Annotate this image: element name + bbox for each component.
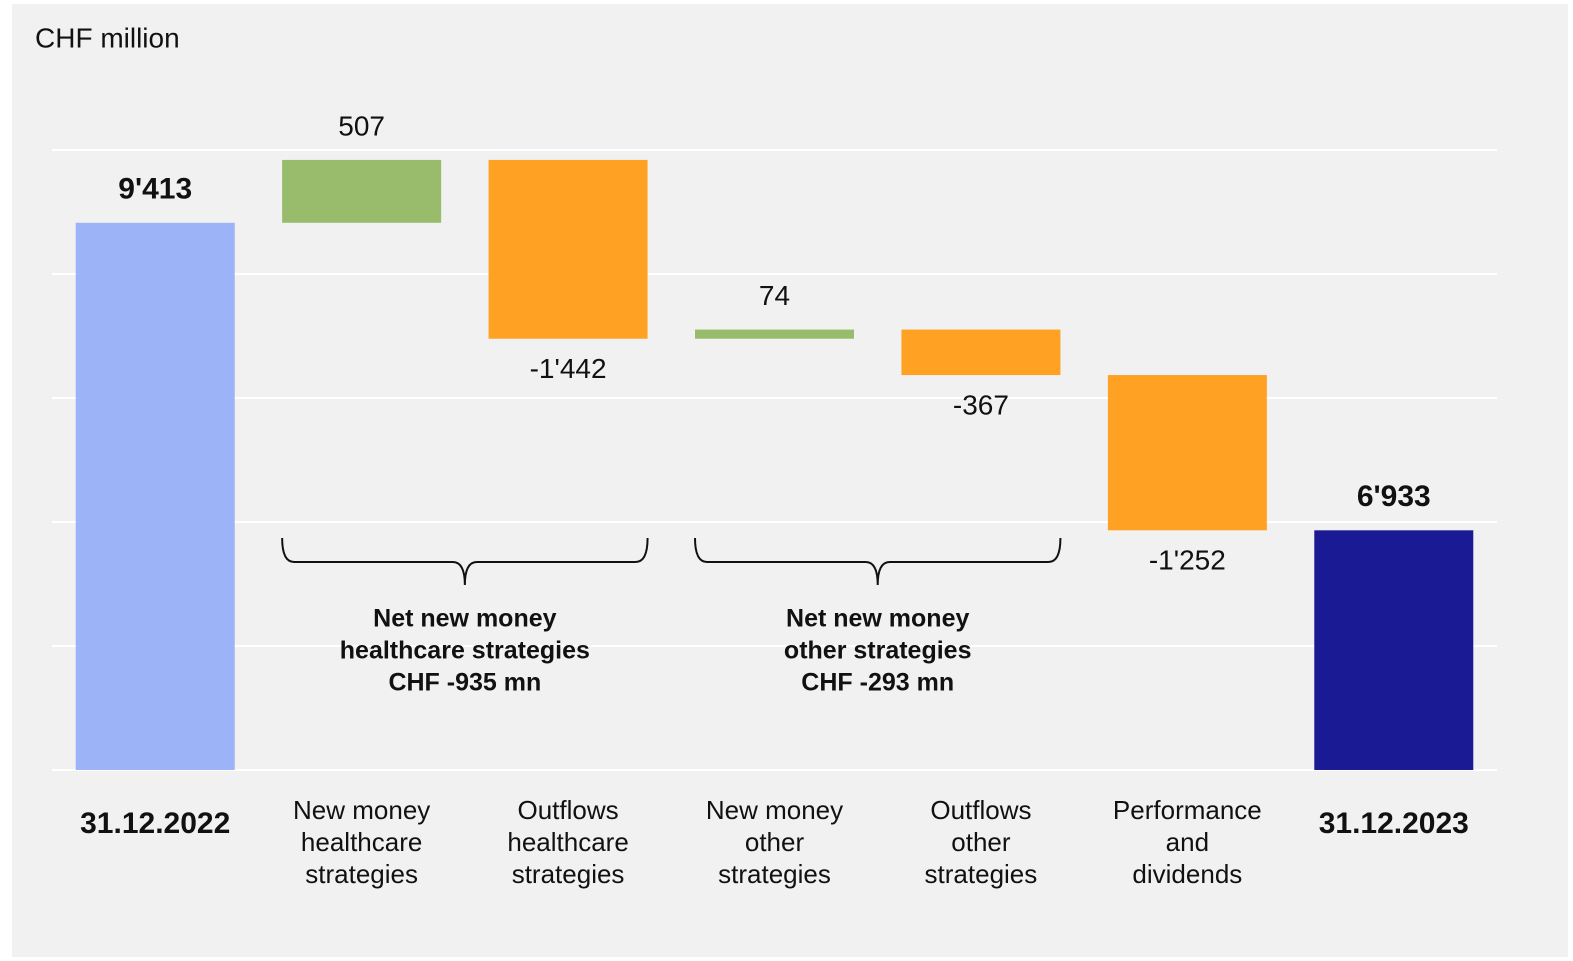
unit-label: CHF million [35,22,180,53]
x-tick-label: New money other strategies [706,795,843,889]
bar [901,329,1061,376]
value-label: 507 [338,110,385,141]
bar [1107,375,1267,531]
value-label: 9'413 [118,173,192,206]
x-tick-label: Outflows healthcare strategies [507,795,628,889]
bar [75,222,235,771]
bracket [281,537,649,586]
bracket [694,537,1062,586]
value-label: -1'252 [1149,545,1226,576]
x-tick-label: New money healthcare strategies [293,795,430,889]
value-label: 6'933 [1357,480,1431,513]
value-label: -1'442 [530,353,607,384]
annotation: other strategies [784,637,972,665]
x-tick-label: 31.12.2023 [1319,807,1469,840]
bar [282,159,442,223]
bar [488,159,648,339]
bar [695,329,854,339]
bar [1314,530,1474,770]
annotation: Net new money [786,605,969,633]
value-label: 74 [759,280,790,311]
panel [12,4,1568,957]
x-tick-label: Outflows other strategies [925,795,1038,889]
x-tick-label: 31.12.2022 [80,807,230,840]
annotation: CHF -293 mn [801,669,954,697]
annotation: CHF -935 mn [388,669,541,697]
value-label: -367 [953,389,1009,420]
annotation: healthcare strategies [340,637,590,665]
x-tick-label: Performance and dividends [1113,795,1262,889]
annotation: Net new money [373,605,556,633]
